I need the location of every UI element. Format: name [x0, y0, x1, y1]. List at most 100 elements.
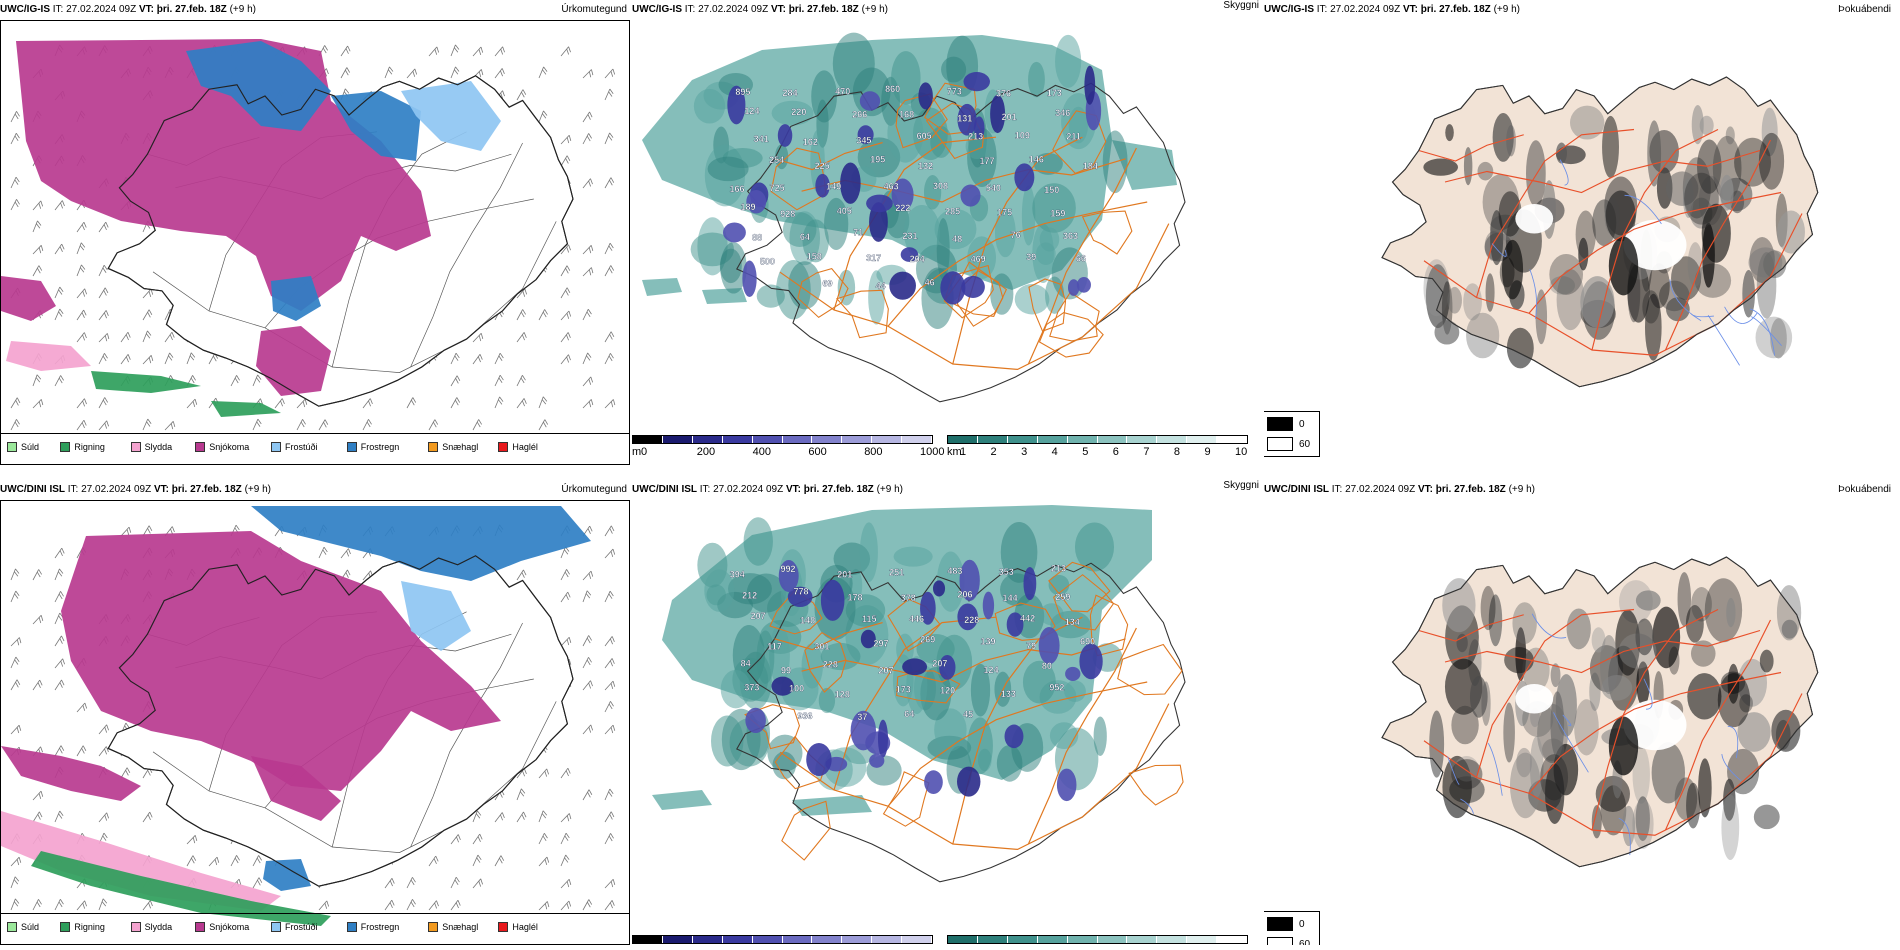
wind-barb: [604, 177, 615, 189]
ceiling-label: 778: [793, 586, 808, 596]
wind-barb: [582, 789, 593, 801]
legend-swatch: [60, 922, 71, 932]
wind-barb: [538, 901, 550, 911]
fog-patch: [1651, 742, 1686, 804]
wind-barb: [10, 637, 22, 647]
glacier-clear: [1623, 219, 1687, 271]
visibility-map-svg: 895 284 470 860 773 376 173 124 220 266 168 131 201 3…: [642, 32, 1186, 403]
road: [1591, 608, 1719, 831]
wind-barb: [494, 46, 505, 57]
terrain-contour: [1049, 291, 1100, 342]
fog-patch: [1753, 804, 1780, 830]
river: [1531, 613, 1567, 639]
visibility-panel-row2: UWC/DINI ISL IT: 27.02.2024 09Z VT: þri.…: [632, 480, 1262, 945]
colorbar-tick-label: 5: [1082, 446, 1089, 458]
fog-patch: [1591, 627, 1606, 653]
ceiling-cell: [924, 770, 943, 794]
ceiling-cell: [956, 766, 981, 797]
wind-barb: [384, 899, 395, 911]
fog-shading: [1423, 104, 1805, 369]
fog-patch: [1761, 107, 1778, 157]
ceiling-label: 201: [837, 569, 852, 579]
visibility-area: [702, 288, 747, 304]
fog-patch: [1671, 256, 1702, 301]
ceiling-cell: [777, 124, 793, 147]
precip-panel-row2: UWC/DINI ISL IT: 27.02.2024 09Z VT: þri.…: [0, 480, 630, 945]
ceiling-cell: [932, 580, 946, 597]
colorbar-segment: [1187, 436, 1218, 443]
wind-barb: [604, 353, 614, 365]
road: [1591, 128, 1719, 351]
precip-legend-item: Haglél: [498, 442, 538, 452]
fog-swatch-light: [1267, 937, 1293, 945]
road: [887, 201, 1148, 327]
legend-swatch: [60, 442, 71, 452]
ceiling-cell: [1004, 724, 1024, 749]
colorbar-segment: [872, 936, 903, 943]
wind-barb: [98, 221, 109, 233]
init-time: IT: 27.02.2024 09Z: [699, 484, 784, 495]
wind-barb: [10, 856, 22, 867]
colorbar-segment: [948, 436, 978, 443]
legend-label: Snjókoma: [209, 442, 250, 452]
wind-barb: [406, 68, 418, 79]
fog-patch: [1566, 608, 1591, 650]
road: [1664, 139, 1772, 351]
ceiling-cell: [961, 275, 985, 299]
ceiling-label: 79: [1026, 641, 1036, 651]
precip-legend-item: Frostúði: [271, 442, 318, 452]
wind-barb: [560, 155, 571, 167]
colorbar-segment: [1067, 936, 1098, 943]
valid-time-label: VT:: [1417, 484, 1433, 495]
wind-barb: [54, 745, 65, 757]
fog-patch: [1632, 799, 1654, 849]
fog-patch: [1712, 135, 1742, 201]
wind-barb: [582, 133, 592, 145]
wind-barb: [516, 89, 527, 101]
legend-swatch: [346, 922, 357, 932]
river: [1447, 756, 1460, 785]
visibility-streak: [1022, 660, 1056, 704]
wind-barb: [10, 568, 20, 581]
ceiling-label: 442: [1020, 614, 1035, 624]
visibility-field: [652, 505, 1152, 816]
ceiling-label: 394: [730, 570, 745, 580]
fog-legend-label: 0: [1299, 918, 1305, 930]
precip-legend-item: Súld: [7, 442, 39, 452]
ceiling-label: 936: [798, 711, 813, 721]
colorbar-segment: [722, 436, 753, 443]
wind-barb: [560, 354, 571, 365]
road: [410, 622, 523, 848]
wind-barb: [582, 69, 594, 79]
ceiling-label: 269: [920, 635, 935, 645]
wind-barb: [98, 353, 108, 365]
wind-barb: [494, 68, 505, 79]
visibility-streak: [1055, 34, 1082, 88]
ceiling-cell: [727, 85, 746, 125]
road: [774, 142, 883, 171]
colorbar-segment: [1007, 936, 1038, 943]
ceiling-label: 254: [769, 155, 784, 165]
ceiling-label: 540: [986, 183, 1001, 193]
ceiling-label: 773: [947, 86, 962, 96]
fog-patch: [1485, 273, 1495, 312]
legend-label: Snæhagl: [442, 442, 479, 452]
colorbar-tick-label: 2: [990, 446, 997, 458]
ceiling-label: 259: [1055, 592, 1070, 602]
ceiling-label: 178: [848, 593, 863, 603]
wind-barb: [32, 790, 44, 801]
wind-barb: [538, 110, 548, 123]
wind-barb: [32, 399, 44, 409]
colorbar-segment: [977, 936, 1008, 943]
ceiling-cell: [889, 271, 916, 300]
ceiling-label: 134: [1065, 617, 1080, 627]
iceland-coastline: [736, 82, 1186, 403]
ceiling-label: 317: [866, 253, 881, 263]
ceiling-label: 207: [878, 666, 893, 676]
visibility-streak: [1093, 716, 1107, 756]
fog-patch: [1463, 283, 1482, 321]
wind-barb: [472, 810, 482, 823]
road: [1475, 608, 1635, 778]
wind-barb: [318, 546, 328, 559]
